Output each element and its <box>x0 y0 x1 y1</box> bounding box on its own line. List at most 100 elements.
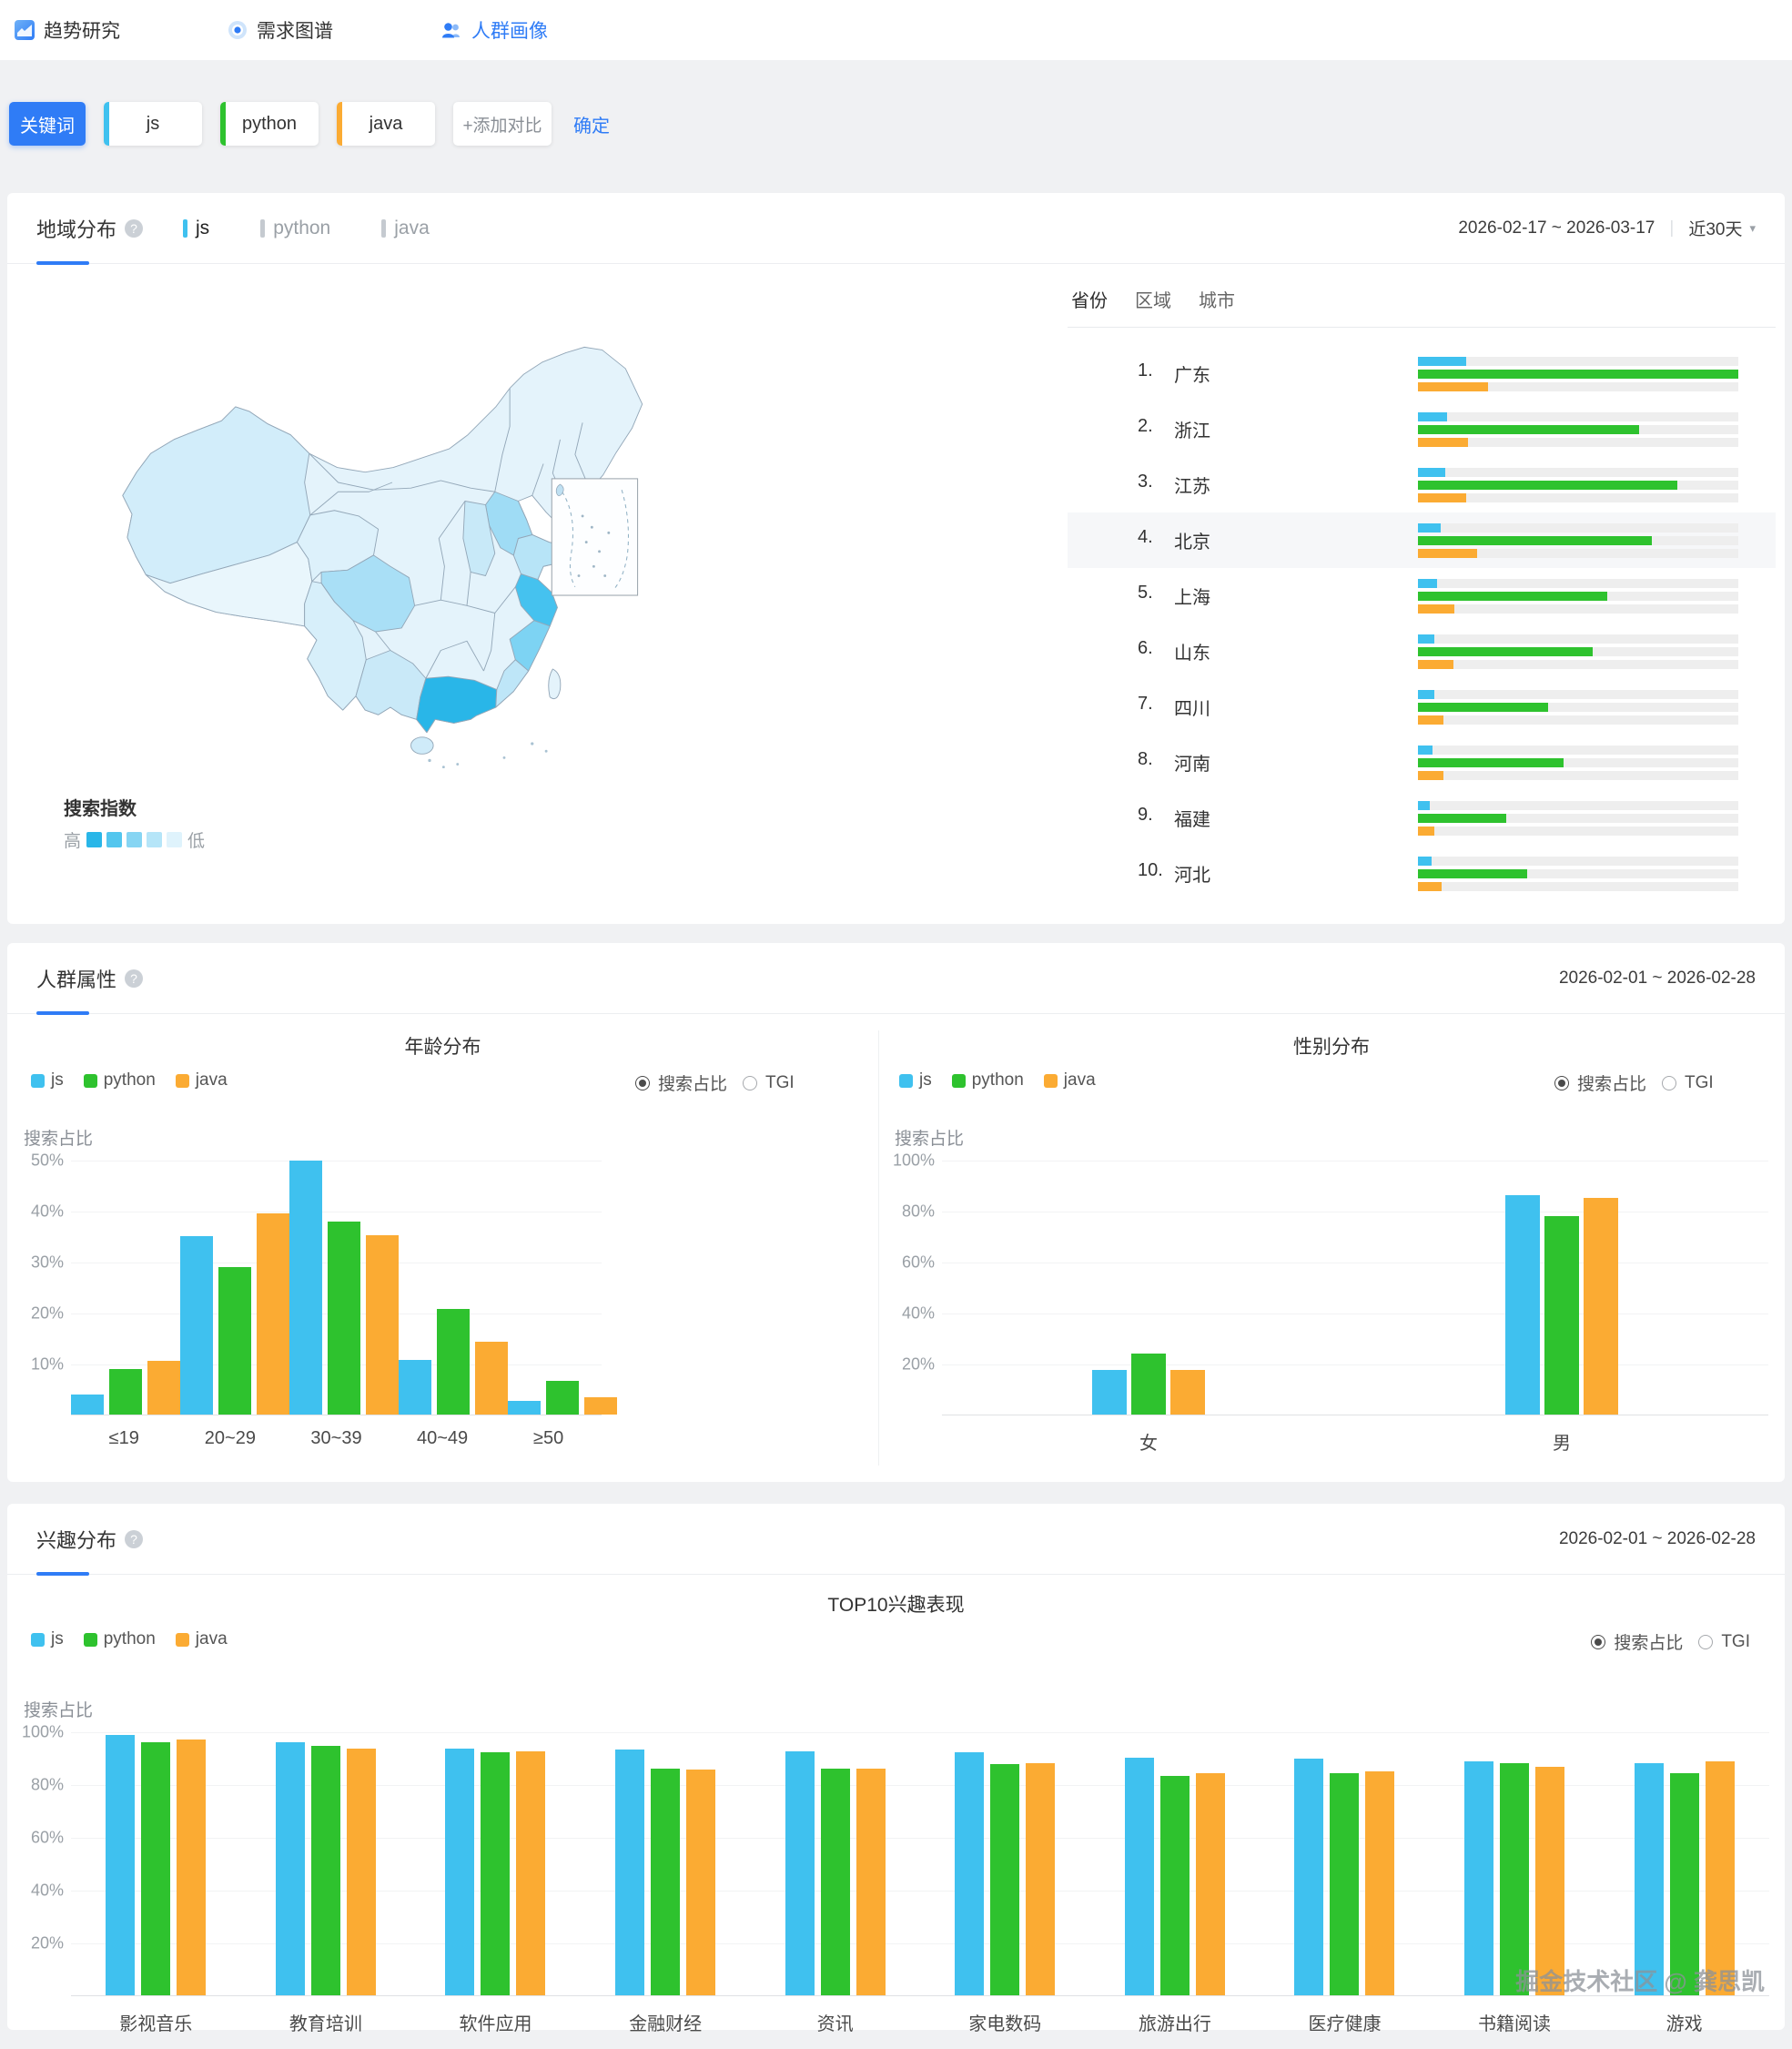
keyword-input-python[interactable]: python <box>220 102 319 146</box>
legend-item-java[interactable]: java <box>175 1629 228 1649</box>
keyword-value: js <box>146 113 160 134</box>
map-tab-python[interactable]: python <box>260 218 330 239</box>
keyword-input-java[interactable]: java <box>337 102 435 146</box>
china-map[interactable] <box>94 311 653 803</box>
legend-item-js[interactable]: js <box>31 1070 64 1090</box>
y-tick: 100% <box>892 1151 935 1170</box>
radio-search-ratio[interactable] <box>1554 1075 1569 1090</box>
bar-java <box>346 1748 376 1995</box>
map-tab-js[interactable]: js <box>183 218 209 239</box>
keyword-color-mark <box>104 102 109 146</box>
plot-area: 50% 40% 30% 20% 10% <box>31 1151 617 1415</box>
date-range: 2026-02-17 ~ 2026-03-17 <box>1458 218 1655 238</box>
legend-swatch <box>899 1073 913 1088</box>
bar-java <box>475 1341 508 1415</box>
radio-tgi[interactable] <box>1698 1634 1714 1649</box>
chevron-down-icon: ▾ <box>1749 220 1756 235</box>
region-row[interactable]: 9. 福建 <box>1068 790 1776 846</box>
bar-java <box>1170 1370 1205 1415</box>
help-icon[interactable]: ? <box>125 1529 144 1548</box>
bar-js <box>275 1741 305 1995</box>
bar-groups <box>71 1161 617 1415</box>
bar-track <box>1418 480 1738 490</box>
bar-python <box>310 1745 340 1995</box>
legend-item-js[interactable]: js <box>31 1629 64 1649</box>
region-row[interactable]: 3. 江苏 <box>1068 457 1776 512</box>
legend-label: python <box>103 1629 156 1648</box>
bar-track <box>1418 634 1738 644</box>
radio-label[interactable]: TGI <box>765 1072 795 1092</box>
bar-fill <box>1418 868 1527 878</box>
bar-js <box>399 1359 431 1415</box>
help-icon[interactable]: ? <box>125 969 144 988</box>
radio-label[interactable]: TGI <box>1721 1631 1750 1651</box>
bar-track <box>1418 591 1738 601</box>
bar-group <box>1092 1353 1205 1415</box>
metric-radio-group: 搜索占比 TGI <box>1554 1070 1721 1095</box>
legend-item-python[interactable]: python <box>951 1070 1024 1090</box>
legend-item-java[interactable]: java <box>175 1070 228 1090</box>
nav-trend-research[interactable]: 趋势研究 <box>15 16 120 44</box>
legend-item-python[interactable]: python <box>83 1629 156 1649</box>
radio-label[interactable]: 搜索占比 <box>1614 1634 1684 1653</box>
region-row[interactable]: 10. 河北 <box>1068 846 1776 901</box>
radio-label[interactable]: TGI <box>1685 1072 1714 1092</box>
help-icon[interactable]: ? <box>125 218 144 238</box>
panel-divider <box>878 1030 879 1466</box>
period-select[interactable]: 近30天 ▾ <box>1688 216 1756 240</box>
bar-fill <box>1418 424 1639 434</box>
nav-item-label: 趋势研究 <box>44 21 120 42</box>
region-row[interactable]: 6. 山东 <box>1068 624 1776 679</box>
bar-group <box>180 1212 289 1415</box>
bar-python <box>990 1764 1020 1995</box>
bar-js <box>785 1750 815 1995</box>
region-row[interactable]: 4. 北京 <box>1068 512 1776 568</box>
region-row[interactable]: 2. 浙江 <box>1068 401 1776 457</box>
bar-group <box>955 1752 1056 1995</box>
region-row[interactable]: 7. 四川 <box>1068 679 1776 735</box>
nav-demand-graph[interactable]: 需求图谱 <box>228 16 333 44</box>
tab-label: python <box>273 217 331 238</box>
map-legend: 搜索指数 高 低 <box>64 794 205 852</box>
confirm-button[interactable]: 确定 <box>573 102 610 146</box>
bar-fill <box>1418 381 1489 391</box>
series-legend: js python java <box>31 1070 228 1090</box>
region-bars <box>1418 742 1738 784</box>
map-legend-title: 搜索指数 <box>64 799 137 819</box>
legend-item-js[interactable]: js <box>899 1070 932 1090</box>
y-axis-label: 搜索占比 <box>24 1701 94 1720</box>
region-row[interactable]: 1. 广东 <box>1068 346 1776 401</box>
tab-area[interactable]: 区域 <box>1135 291 1171 311</box>
region-row[interactable]: 8. 河南 <box>1068 735 1776 790</box>
radio-label[interactable]: 搜索占比 <box>658 1075 728 1094</box>
bar-python <box>1669 1773 1699 1995</box>
y-axis-label: 搜索占比 <box>24 1130 94 1149</box>
radio-tgi[interactable] <box>743 1075 758 1090</box>
radio-label[interactable]: 搜索占比 <box>1577 1075 1647 1094</box>
nav-persona[interactable]: 人群画像 <box>440 16 548 44</box>
x-category: 金融财经 <box>629 2014 703 2034</box>
radio-search-ratio[interactable] <box>1591 1634 1606 1649</box>
region-row[interactable]: 5. 上海 <box>1068 568 1776 624</box>
keyword-label-button[interactable]: 关键词 <box>9 102 86 146</box>
keyword-input-js[interactable]: js <box>104 102 202 146</box>
bar-js <box>955 1752 985 1995</box>
map-tab-java[interactable]: java <box>381 218 430 239</box>
legend-item-python[interactable]: python <box>83 1070 156 1090</box>
bar-track <box>1418 826 1738 836</box>
bar-group <box>615 1750 716 1995</box>
radio-tgi[interactable] <box>1662 1075 1677 1090</box>
region-level-tabs: 省份 区域 城市 <box>1068 280 1776 328</box>
bar-track <box>1418 548 1738 558</box>
keyword-tabs: js python java <box>183 218 430 239</box>
bar-group <box>785 1750 886 1995</box>
tab-province[interactable]: 省份 <box>1071 291 1108 311</box>
keyword-value: python <box>241 113 298 134</box>
add-compare-button[interactable]: +添加对比 <box>453 102 552 146</box>
tab-city[interactable]: 城市 <box>1199 291 1235 311</box>
bar-java <box>257 1212 289 1415</box>
bar-java <box>1705 1761 1735 1995</box>
bar-track <box>1418 535 1738 545</box>
legend-item-java[interactable]: java <box>1043 1070 1096 1090</box>
radio-search-ratio[interactable] <box>635 1075 650 1090</box>
